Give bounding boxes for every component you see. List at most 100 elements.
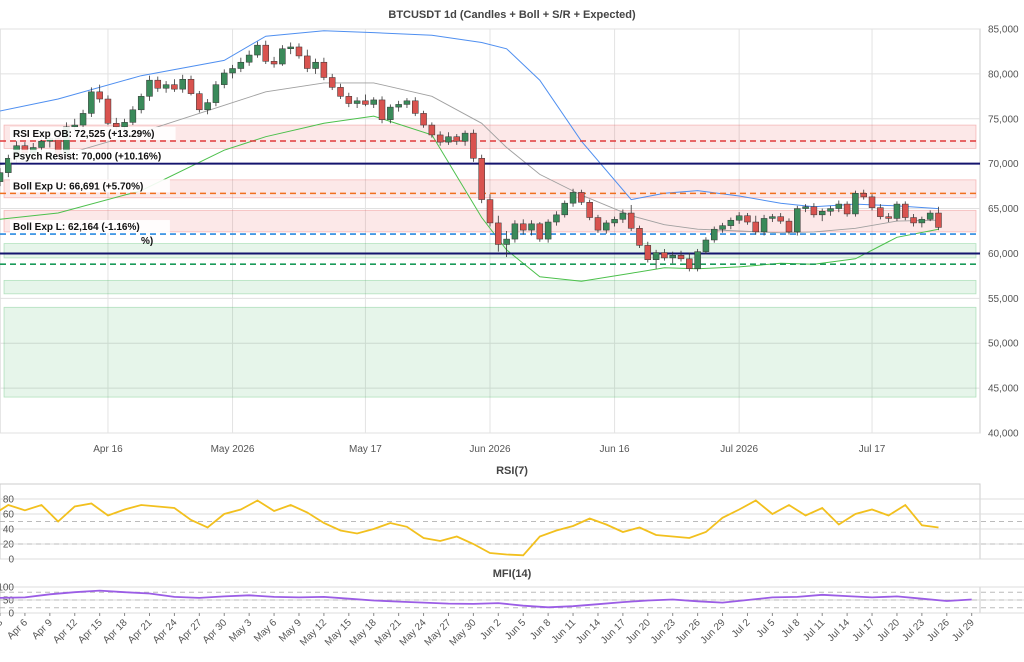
candle-body bbox=[702, 239, 710, 252]
candle-body bbox=[843, 203, 851, 215]
candle-body bbox=[810, 206, 818, 216]
price-x-tick-label: Jun 2026 bbox=[469, 444, 511, 455]
x-tick-label: May 12 bbox=[298, 617, 329, 648]
candle-body bbox=[187, 79, 195, 94]
price-panel: 40,000 45,000 50,000 55,000 60,000 65,000 70,0… bbox=[0, 25, 1019, 455]
price-x-tick-label: May 17 bbox=[349, 444, 382, 455]
x-tick-label: Jun 5 bbox=[503, 617, 528, 642]
candle-body bbox=[536, 223, 544, 240]
candle-body bbox=[237, 61, 245, 69]
candle-body bbox=[0, 172, 4, 182]
candle-body bbox=[353, 100, 361, 104]
candle-body bbox=[204, 102, 211, 111]
x-tick-label: May 3 bbox=[227, 617, 254, 644]
price-y-tick-label: 50,000 bbox=[988, 339, 1019, 350]
osc-y-tick-label: 50 bbox=[3, 596, 15, 607]
level-label-bg bbox=[10, 126, 176, 140]
x-tick-label: Apr 15 bbox=[76, 617, 105, 646]
candle-body bbox=[96, 91, 103, 100]
candle-body bbox=[486, 199, 494, 224]
candle-body bbox=[270, 61, 278, 65]
candle-body bbox=[196, 93, 203, 111]
candle-body bbox=[636, 228, 643, 246]
candle-body bbox=[121, 122, 128, 128]
candle-body bbox=[503, 238, 510, 245]
candle-body bbox=[827, 208, 834, 212]
candle-body bbox=[769, 216, 776, 219]
osc-line bbox=[0, 499, 939, 557]
candle-body bbox=[420, 113, 427, 126]
candle-body bbox=[362, 100, 369, 105]
x-tick-label: Apr 6 bbox=[5, 617, 30, 642]
candle-body bbox=[129, 109, 137, 123]
candle-body bbox=[113, 123, 120, 128]
candle-body bbox=[162, 84, 170, 89]
candle-body bbox=[885, 216, 892, 219]
candle-body bbox=[212, 84, 220, 103]
candle-body bbox=[644, 245, 652, 260]
osc-y-tick-label: 60 bbox=[3, 510, 15, 521]
x-tick-label: May 27 bbox=[423, 617, 454, 648]
candle-body bbox=[669, 254, 676, 259]
candle-body bbox=[279, 48, 286, 65]
candle-body bbox=[511, 223, 519, 240]
price-x-tick-label: Jul 2026 bbox=[720, 444, 758, 455]
candle-body bbox=[220, 72, 228, 85]
candle-body bbox=[935, 212, 942, 228]
candle-body bbox=[137, 96, 145, 111]
x-tick-label: Jun 2 bbox=[478, 617, 503, 642]
x-tick-label: Jul 26 bbox=[925, 617, 952, 644]
osc-line bbox=[0, 589, 972, 609]
candle-body bbox=[229, 68, 236, 74]
candle-body bbox=[370, 99, 377, 105]
candle-body bbox=[586, 202, 593, 218]
x-tick-label: Jul 8 bbox=[780, 617, 803, 640]
candle-body bbox=[528, 223, 535, 231]
price-x-tick-label: Jul 17 bbox=[859, 444, 886, 455]
x-tick-label: Jul 23 bbox=[900, 617, 927, 644]
price-x-tick-label: May 2026 bbox=[211, 444, 255, 455]
candle-body bbox=[910, 217, 917, 224]
x-tick-label: May 30 bbox=[448, 617, 479, 648]
price-y-tick-label: 55,000 bbox=[988, 294, 1019, 305]
level-label-bg bbox=[10, 220, 170, 234]
candle-body bbox=[652, 252, 660, 260]
bollinger-upper-line bbox=[0, 30, 939, 210]
rsi-panel: 0 20 40 60 80 bbox=[0, 483, 1024, 566]
price-y-tick-label: 45,000 bbox=[988, 384, 1019, 395]
price-y-tick-label: 40,000 bbox=[988, 429, 1019, 440]
candle-body bbox=[719, 225, 726, 230]
candle-body bbox=[88, 91, 95, 114]
candle-body bbox=[710, 228, 718, 241]
candle-body bbox=[445, 136, 452, 143]
main-chart-title: BTCUSDT 1d (Candles + Boll + S/R + Expec… bbox=[388, 9, 636, 21]
candle-body bbox=[677, 254, 685, 260]
price-x-tick-label: Apr 16 bbox=[93, 444, 123, 455]
candle-body bbox=[860, 193, 867, 198]
x-tick-label: Apr 3 bbox=[0, 617, 5, 642]
x-tick-label: Jul 11 bbox=[801, 617, 827, 643]
candle-body bbox=[661, 252, 668, 259]
candle-body bbox=[345, 96, 353, 104]
x-tick-label: May 21 bbox=[373, 617, 404, 648]
x-tick-label: May 18 bbox=[348, 617, 379, 648]
candle-body bbox=[578, 192, 585, 203]
candle-body bbox=[852, 193, 859, 215]
candle-body bbox=[453, 136, 461, 142]
x-tick-label: Apr 30 bbox=[201, 617, 230, 646]
x-tick-label: Apr 27 bbox=[176, 617, 205, 646]
price-y-tick-label: 65,000 bbox=[988, 204, 1019, 215]
candle-body bbox=[785, 220, 793, 233]
candle-body bbox=[569, 192, 577, 204]
candle-body bbox=[254, 44, 261, 56]
candle-body bbox=[478, 158, 485, 200]
level-label-fragment: %) bbox=[141, 236, 153, 247]
candle-body bbox=[262, 44, 270, 62]
x-tick-label: Jul 14 bbox=[826, 617, 853, 644]
candle-body bbox=[794, 208, 801, 233]
candle-body bbox=[561, 202, 568, 216]
x-tick-label: Jun 23 bbox=[649, 617, 678, 646]
candle-body bbox=[818, 210, 826, 216]
candle-body bbox=[519, 223, 527, 231]
level-label: Boll Exp U: 66,691 (+5.70%) bbox=[13, 181, 143, 192]
